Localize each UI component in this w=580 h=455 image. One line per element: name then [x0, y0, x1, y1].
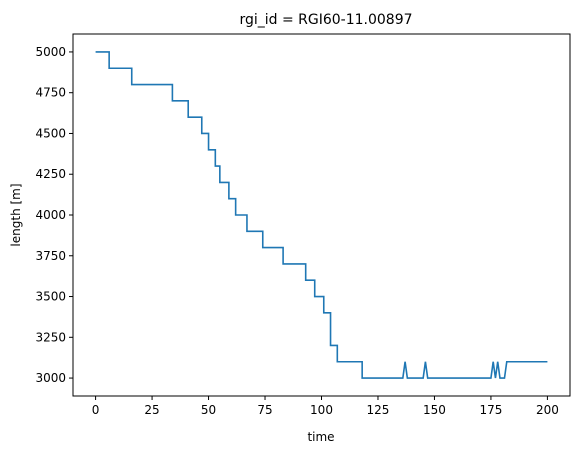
x-tick-label: 175 — [479, 403, 502, 417]
y-tick-label: 3250 — [35, 330, 66, 344]
x-tick-label: 75 — [257, 403, 272, 417]
x-tick-label: 150 — [423, 403, 446, 417]
x-tick-label: 25 — [144, 403, 159, 417]
y-tick-label: 4000 — [35, 208, 66, 222]
x-tick-label: 125 — [367, 403, 390, 417]
x-tick-label: 200 — [536, 403, 559, 417]
y-tick-label: 3750 — [35, 249, 66, 263]
y-tick-label: 5000 — [35, 45, 66, 59]
plot-area: 0 25 50 75 100 125 150 175 200 3000 3250 3500 3750 4… — [35, 33, 571, 417]
y-tick-label: 4250 — [35, 167, 66, 181]
y-tick-label: 3000 — [35, 371, 66, 385]
x-axis-label: time — [307, 430, 334, 444]
x-axis-ticks: 0 25 50 75 100 125 150 175 200 — [92, 396, 559, 417]
series-line-length — [95, 51, 548, 379]
y-axis-ticks: 3000 3250 3500 3750 4000 4250 4500 4750 5000 — [35, 45, 73, 385]
x-tick-label: 50 — [201, 403, 216, 417]
y-tick-label: 4750 — [35, 86, 66, 100]
y-axis-label: length [m] — [9, 183, 23, 246]
y-tick-label: 3500 — [35, 290, 66, 304]
x-tick-label: 0 — [92, 403, 100, 417]
y-tick-label: 4500 — [35, 126, 66, 140]
chart-title: rgi_id = RGI60-11.00897 — [239, 12, 412, 28]
axes-frame — [72, 33, 571, 397]
x-tick-label: 100 — [310, 403, 333, 417]
